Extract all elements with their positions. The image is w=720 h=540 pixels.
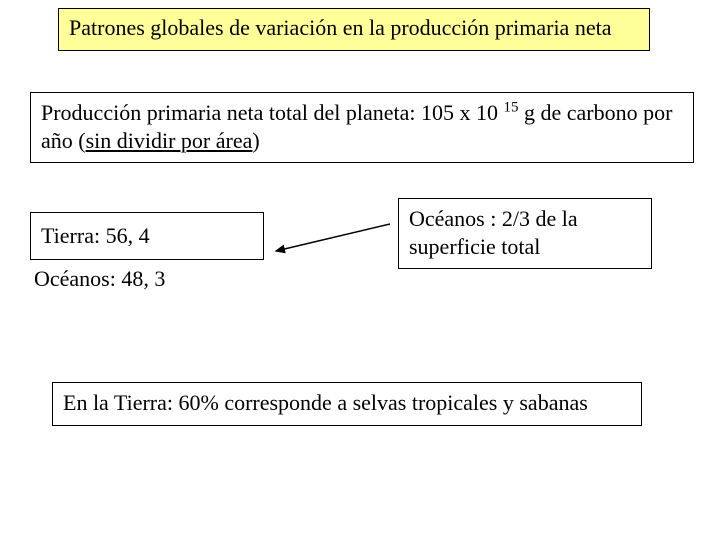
main-statement-box: Producción primaria neta total del plane… <box>30 92 694 163</box>
ocean-surface-text: Océanos : 2/3 de la superficie total <box>409 206 578 259</box>
land-value-text: Tierra: 56, 4 <box>41 223 150 248</box>
arrow-line <box>276 224 390 251</box>
land-value-box: Tierra: 56, 4 <box>30 212 264 260</box>
ocean-value-text-outside: Océanos: 48, 3 <box>34 266 165 292</box>
earth-detail-box: En la Tierra: 60% corresponde a selvas t… <box>52 382 642 426</box>
main-exponent: 15 <box>503 100 518 116</box>
ocean-value-text: Océanos: 48, 3 <box>34 266 165 291</box>
arrow-connector <box>266 218 396 258</box>
main-underlined: sin dividir por área <box>86 128 253 153</box>
earth-detail-text: En la Tierra: 60% corresponde a selvas t… <box>63 390 588 415</box>
ocean-surface-box: Océanos : 2/3 de la superficie total <box>398 198 652 269</box>
main-suffix: ) <box>252 128 259 153</box>
title-text: Patrones globales de variación en la pro… <box>69 15 611 40</box>
main-prefix: Producción primaria neta total del plane… <box>41 100 503 125</box>
title-box: Patrones globales de variación en la pro… <box>58 8 650 51</box>
